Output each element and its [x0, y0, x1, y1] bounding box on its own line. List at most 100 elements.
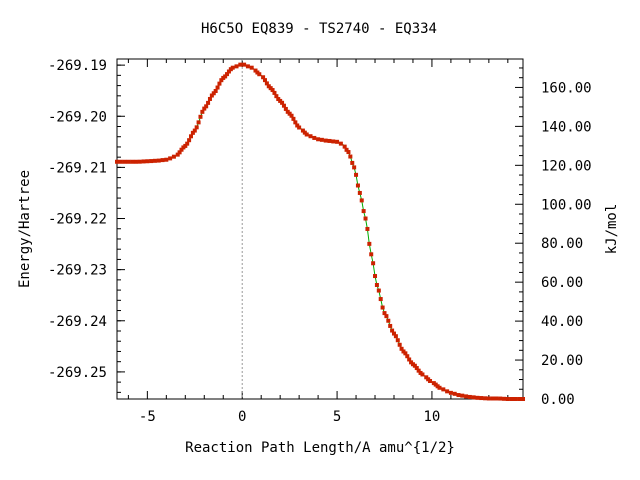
data-point	[141, 159, 146, 164]
data-point	[357, 190, 362, 195]
data-point	[486, 396, 491, 401]
x-tick-label-1: 0	[238, 409, 246, 425]
y2-tick-label-2: 40.00	[541, 314, 583, 330]
data-point	[272, 90, 277, 95]
x-tick-label-3: 10	[424, 409, 441, 425]
x-tick-label-0: -5	[139, 409, 156, 425]
data-point	[376, 288, 381, 293]
data-point	[420, 372, 425, 377]
data-point	[164, 157, 169, 162]
data-point	[115, 159, 119, 164]
y-tick-label-0: -269.19	[48, 58, 107, 74]
data-point	[297, 125, 302, 130]
data-point	[437, 385, 442, 390]
data-point	[380, 305, 385, 310]
data-point	[395, 338, 400, 343]
data-point	[323, 138, 328, 143]
data-point	[407, 357, 412, 362]
data-point	[206, 100, 211, 105]
data-point	[230, 65, 235, 70]
data-point	[346, 150, 351, 155]
data-point	[308, 134, 313, 139]
data-point	[175, 152, 180, 157]
data-point	[471, 395, 476, 400]
data-point	[198, 114, 203, 119]
data-point	[152, 158, 157, 163]
data-point	[521, 397, 525, 401]
data-point	[371, 261, 376, 266]
y2-tick-label-3: 60.00	[541, 275, 583, 291]
data-point	[190, 130, 195, 135]
data-point	[505, 397, 510, 401]
data-point	[416, 368, 421, 373]
data-point	[386, 318, 391, 323]
data-point	[156, 158, 161, 163]
data-point	[467, 394, 472, 399]
data-point	[257, 72, 262, 77]
data-point	[405, 354, 410, 359]
data-point	[441, 387, 446, 392]
data-point	[355, 183, 360, 188]
data-point	[378, 297, 383, 302]
data-point	[319, 137, 324, 142]
data-point	[122, 159, 127, 164]
data-point	[242, 62, 247, 67]
data-point	[223, 74, 228, 79]
data-point	[464, 394, 469, 399]
data-point	[133, 159, 138, 164]
data-point	[213, 88, 218, 93]
data-point	[234, 64, 239, 69]
data-point	[494, 396, 499, 401]
data-point	[249, 65, 254, 70]
data-point	[287, 111, 292, 116]
chart-title: H6C5O EQ839 - TS2740 - EQ334	[201, 21, 437, 37]
data-point	[207, 96, 212, 101]
data-point	[280, 100, 285, 105]
y2-tick-label-5: 100.00	[541, 197, 592, 213]
data-point	[363, 216, 368, 221]
data-point	[483, 396, 488, 401]
data-point	[342, 144, 347, 149]
y-axis-label: Energy/Hartree	[17, 170, 33, 288]
data-point	[289, 113, 294, 118]
data-point	[367, 241, 372, 246]
data-point	[293, 120, 298, 125]
data-point	[354, 172, 359, 177]
y-tick-label-2: -269.21	[48, 160, 107, 176]
data-point	[300, 128, 305, 133]
data-point	[498, 396, 503, 401]
data-point	[399, 346, 404, 351]
y2-tick-label-7: 140.00	[541, 119, 592, 135]
data-point	[316, 137, 321, 142]
data-point	[219, 78, 224, 83]
data-point	[179, 147, 184, 152]
data-point	[331, 139, 336, 144]
y2-tick-label-8: 160.00	[541, 80, 592, 96]
data-point	[445, 389, 450, 394]
data-point	[283, 106, 288, 111]
data-point	[262, 78, 267, 83]
data-point	[384, 314, 389, 319]
data-point	[187, 138, 192, 143]
y-tick-label-4: -269.23	[48, 263, 107, 279]
data-point	[118, 159, 123, 164]
data-point	[361, 209, 366, 214]
data-point	[452, 391, 457, 396]
x-tick-label-2: 5	[333, 409, 341, 425]
data-point	[209, 93, 214, 98]
data-point	[335, 139, 340, 144]
y2-tick-label-4: 80.00	[541, 236, 583, 252]
data-point	[390, 328, 395, 333]
y2-tick-label-6: 120.00	[541, 158, 592, 174]
data-point	[312, 135, 317, 140]
data-point	[192, 128, 197, 133]
data-point	[200, 109, 205, 114]
data-point	[274, 94, 279, 99]
data-point	[479, 396, 484, 401]
data-point	[245, 64, 250, 69]
data-point	[509, 397, 514, 401]
data-point	[369, 252, 374, 257]
y2-tick-label-0: 0.00	[541, 392, 575, 408]
data-point	[217, 81, 222, 86]
